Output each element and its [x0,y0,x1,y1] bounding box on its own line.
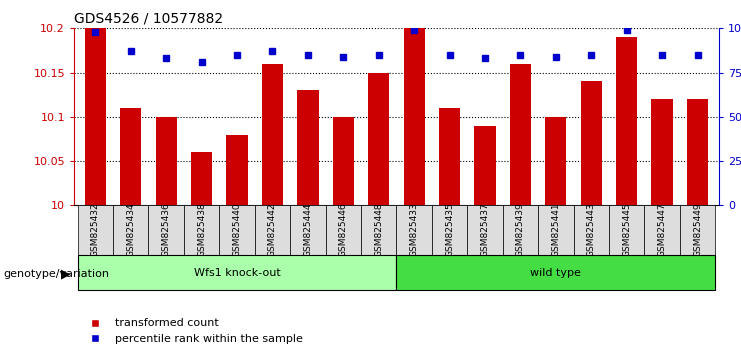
Text: GSM825449: GSM825449 [693,203,702,257]
Bar [581,81,602,205]
Bar [687,99,708,205]
Bar [616,37,637,205]
Bar [432,205,468,255]
Bar [439,108,460,205]
Text: GSM825444: GSM825444 [303,203,313,257]
Text: GSM825445: GSM825445 [622,203,631,257]
Text: GSM825436: GSM825436 [162,203,170,257]
Bar [113,205,148,255]
Text: GSM825446: GSM825446 [339,203,348,257]
Text: GSM825435: GSM825435 [445,203,454,257]
Text: GSM825447: GSM825447 [657,203,667,257]
Bar [404,28,425,205]
Text: GSM825443: GSM825443 [587,203,596,257]
Bar [290,205,325,255]
Bar [574,205,609,255]
Text: GSM825434: GSM825434 [126,203,136,257]
Text: wild type: wild type [531,268,581,278]
Text: GSM825448: GSM825448 [374,203,383,257]
Bar [333,117,354,205]
Bar [148,205,184,255]
Bar [396,205,432,255]
Text: GSM825437: GSM825437 [480,203,490,257]
Bar [262,64,283,205]
Bar [120,108,142,205]
Legend: transformed count, percentile rank within the sample: transformed count, percentile rank withi… [79,314,308,348]
Bar [297,90,319,205]
Bar [538,205,574,255]
Bar [325,205,361,255]
Bar [78,255,396,290]
Bar [645,205,679,255]
Bar [191,152,212,205]
Text: GSM825439: GSM825439 [516,203,525,257]
Text: Wfs1 knock-out: Wfs1 knock-out [193,268,280,278]
Text: ▶: ▶ [61,268,70,281]
Bar [396,255,715,290]
Bar [609,205,645,255]
Text: GDS4526 / 10577882: GDS4526 / 10577882 [74,12,223,26]
Bar [219,205,255,255]
Text: GSM825438: GSM825438 [197,203,206,257]
Bar [510,64,531,205]
Text: GSM825432: GSM825432 [91,203,100,257]
Bar [184,205,219,255]
Bar [545,117,566,205]
Bar [78,205,113,255]
Bar [255,205,290,255]
Bar [361,205,396,255]
Text: GSM825440: GSM825440 [233,203,242,257]
Bar [651,99,673,205]
Bar [502,205,538,255]
Bar [84,28,106,205]
Text: GSM825433: GSM825433 [410,203,419,257]
Bar [227,135,247,205]
Bar [468,205,502,255]
Text: GSM825442: GSM825442 [268,203,277,257]
Bar [679,205,715,255]
Text: genotype/variation: genotype/variation [4,269,110,279]
Text: GSM825441: GSM825441 [551,203,560,257]
Bar [156,117,177,205]
Bar [368,73,389,205]
Bar [474,126,496,205]
